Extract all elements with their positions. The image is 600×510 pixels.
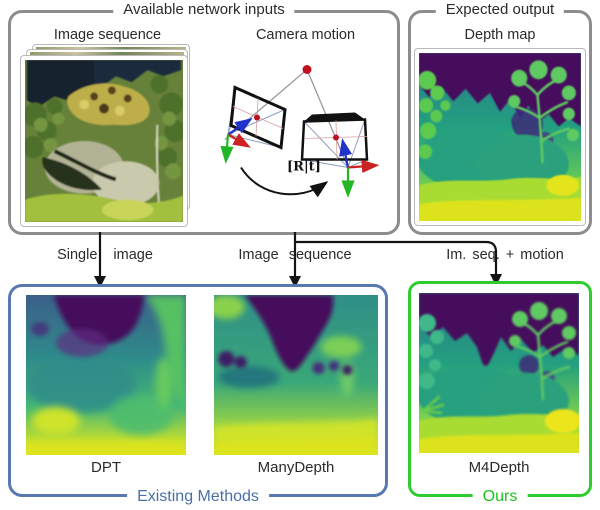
camera-frustum-left: [220, 85, 287, 164]
camera-motion-diagram: [R|t]: [205, 48, 390, 226]
rt-label: [R|t]: [287, 160, 321, 175]
rgb-photo-svg: [25, 60, 183, 222]
manydepth-depth-map: [214, 295, 378, 455]
camera-motion-label: Camera motion: [255, 27, 356, 43]
rgb-photo: [25, 60, 183, 222]
ours-label: Ours: [472, 488, 528, 506]
branch-label-single-image: Single image: [57, 247, 153, 263]
photo-back2-strip: [36, 47, 186, 50]
existing-methods-label: Existing Methods: [127, 488, 269, 506]
manydepth-depth-svg: [214, 295, 378, 455]
method-label-manydepth: ManyDepth: [257, 459, 335, 476]
method-label-m4depth: M4Depth: [468, 459, 530, 476]
inputs-panel-title: Available network inputs: [113, 1, 295, 18]
expected-depth-map: [419, 53, 581, 221]
branch-label-imseq-motion: Im. seq. + motion: [446, 247, 564, 263]
photo-back1-strip: [30, 52, 184, 55]
motion-arrow: [240, 166, 329, 198]
photo-card-front: [20, 55, 188, 227]
expected-depth-card: [414, 48, 586, 226]
triangulated-point: [302, 65, 312, 74]
photo-scene: [25, 60, 183, 222]
camera-frustum-right: [300, 112, 380, 198]
branch-label-image-sequence: Image sequence: [238, 247, 352, 263]
camera-motion-svg: [R|t]: [220, 65, 380, 198]
method-label-dpt: DPT: [91, 459, 121, 476]
expected-depth-svg: [419, 53, 581, 221]
dpt-depth-map: [26, 295, 186, 455]
m4depth-depth-svg: [419, 293, 579, 453]
output-panel-title: Expected output: [435, 1, 565, 18]
depth-map-label: Depth map: [464, 27, 536, 43]
image-sequence-label: Image sequence: [53, 27, 162, 43]
m4depth-depth-map: [419, 293, 579, 453]
dpt-depth-svg: [26, 295, 186, 455]
